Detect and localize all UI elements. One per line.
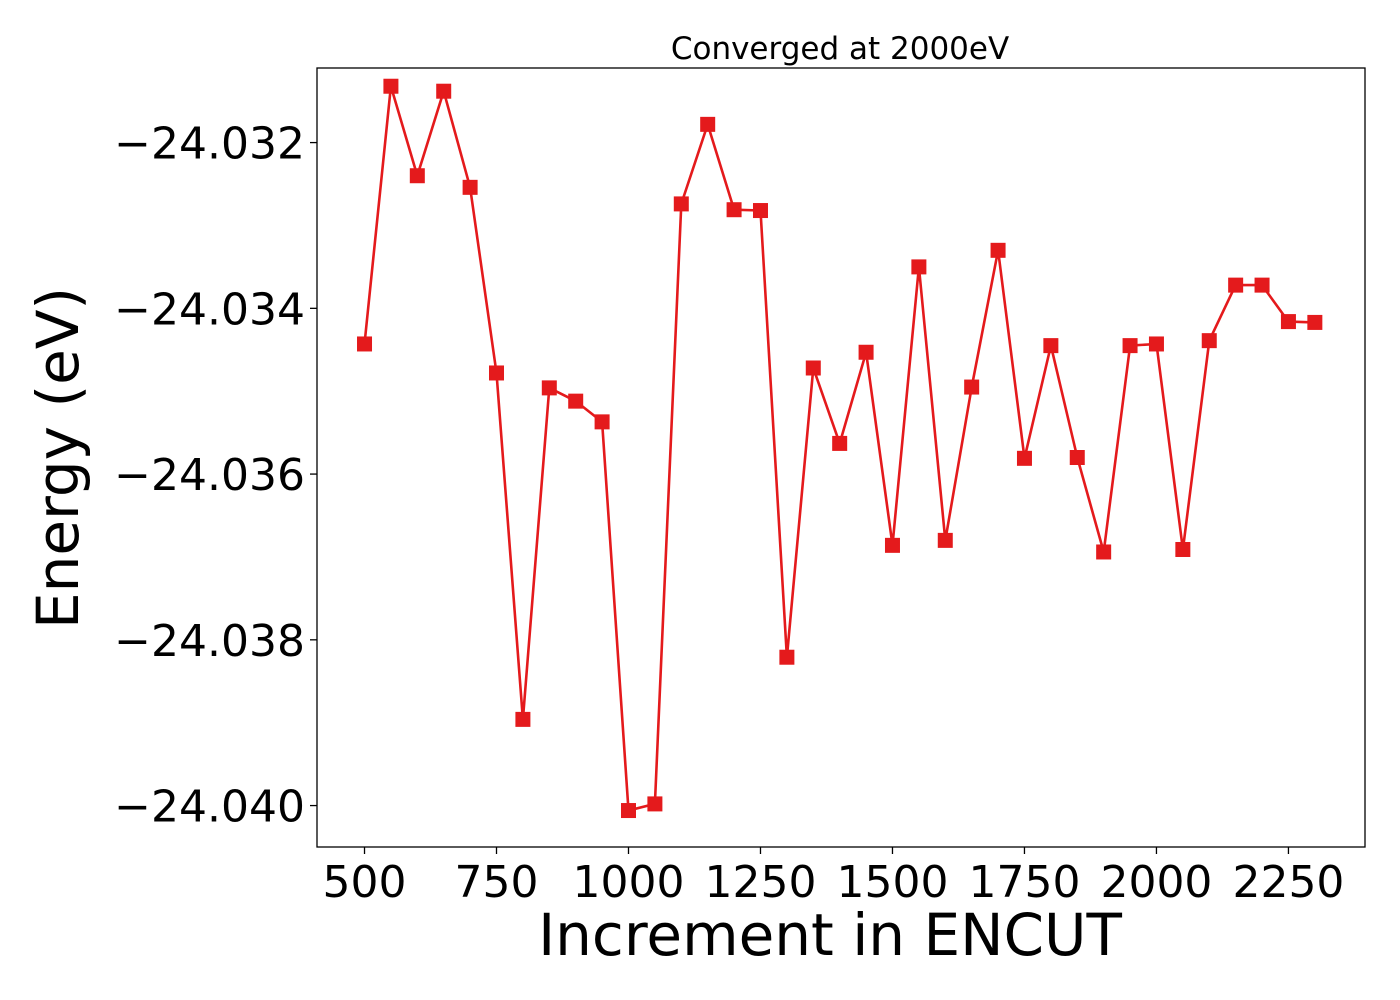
x-tick-label: 1750 [968, 857, 1080, 908]
data-point-marker [911, 259, 927, 275]
data-point-marker [937, 532, 953, 548]
x-tick-label: 500 [323, 857, 407, 908]
data-point-marker [1307, 314, 1323, 330]
y-axis-label: Energy (eV) [24, 287, 92, 629]
data-point-marker [1254, 277, 1270, 293]
data-point-marker [1069, 450, 1085, 465]
data-point-marker [1016, 450, 1032, 466]
data-point-marker [858, 344, 874, 360]
data-point-marker [383, 78, 399, 94]
y-tick-label: −24.040 [114, 782, 305, 833]
data-series [357, 78, 1323, 819]
data-point-marker [515, 711, 531, 727]
y-tick-label: −24.036 [114, 450, 305, 501]
plot-frame [316, 67, 1366, 848]
data-point-marker [462, 179, 478, 195]
x-axis-ticks: 500 750 1000 1250 1500 1750 2000 2250 [323, 847, 1344, 908]
y-axis-ticks: −24.032 −24.034 −24.036 −24.038 −24.040 [114, 119, 317, 833]
y-tick-label: −24.038 [114, 616, 305, 667]
chart-title: Converged at 2000eV [671, 31, 1009, 67]
data-point-marker [964, 379, 980, 395]
data-point-marker [1201, 333, 1217, 349]
data-point-marker [832, 435, 848, 451]
data-point-marker [1043, 338, 1059, 354]
data-point-marker [805, 360, 821, 376]
data-point-marker [541, 380, 557, 396]
data-point-marker [568, 393, 584, 409]
data-point-marker [436, 83, 452, 99]
data-point-marker [1280, 314, 1296, 330]
x-axis-label: Increment in ENCUT [538, 901, 1122, 969]
data-point-marker [357, 336, 373, 352]
x-tick-label: 2250 [1232, 857, 1344, 908]
data-point-marker [594, 414, 610, 430]
data-point-marker [726, 202, 742, 218]
data-point-marker [1096, 544, 1112, 560]
data-point-marker [647, 796, 663, 812]
data-point-marker [779, 649, 795, 665]
x-tick-label: 1000 [573, 857, 685, 908]
data-point-marker [884, 537, 900, 553]
data-point-marker [620, 803, 636, 819]
data-point-marker [700, 116, 716, 132]
data-point-marker [1122, 338, 1138, 354]
data-point-marker [1148, 336, 1164, 352]
x-tick-label: 1250 [704, 857, 816, 908]
data-point-marker [990, 242, 1006, 258]
y-tick-label: −24.032 [114, 119, 305, 170]
data-point-marker [1175, 541, 1191, 557]
y-tick-label: −24.034 [114, 284, 305, 335]
x-tick-label: 1500 [836, 857, 948, 908]
data-point-marker [673, 196, 689, 212]
data-point-marker [1228, 277, 1244, 293]
data-point-marker [409, 168, 425, 184]
data-point-marker [489, 365, 505, 381]
data-point-marker [752, 203, 768, 219]
x-tick-label: 2000 [1100, 857, 1212, 908]
x-tick-label: 750 [455, 857, 539, 908]
